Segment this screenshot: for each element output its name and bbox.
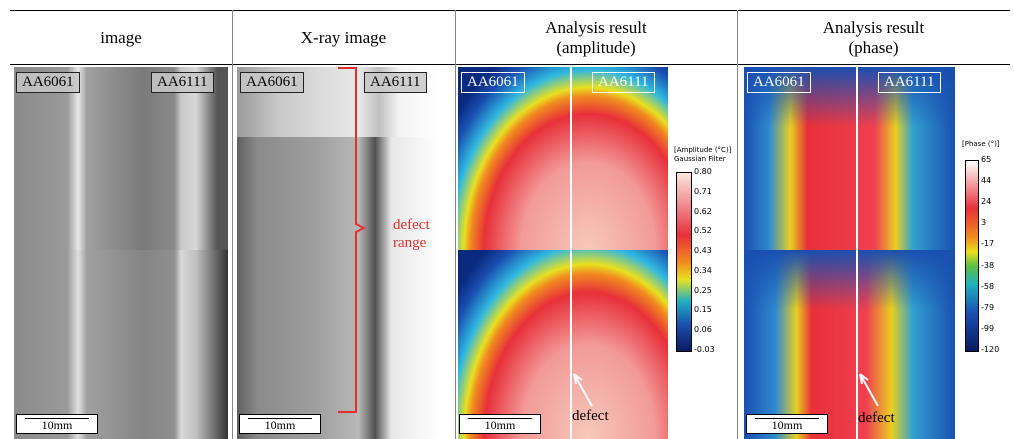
photo — [14, 250, 228, 439]
label: AA6061 — [240, 72, 304, 93]
colorbar-tick: 0.34 — [694, 266, 712, 275]
colorbar-title-line: [Phase (°)] — [962, 140, 1000, 149]
photo — [14, 67, 228, 250]
colorbar-tick: 0.15 — [694, 305, 712, 314]
colorbar — [965, 160, 979, 352]
amplitude-map — [458, 250, 668, 439]
colorbar-tick: -58 — [981, 282, 994, 291]
arrow — [856, 370, 896, 410]
amplitude-map — [458, 67, 668, 250]
scale-bar: 10mm — [459, 414, 541, 434]
colorbar-tick: 0.71 — [694, 187, 712, 196]
scale-bar: 10mm — [746, 414, 828, 434]
divider — [737, 10, 738, 439]
bracket — [336, 66, 376, 416]
arrow — [570, 370, 610, 410]
colorbar-tick: -99 — [981, 324, 994, 333]
header-cell: Analysis result(amplitude) — [455, 10, 737, 65]
header-cell: X-ray image — [232, 10, 455, 65]
colorbar-tick: 0.06 — [694, 325, 712, 334]
divider — [455, 10, 456, 439]
header-cell: image — [10, 10, 232, 65]
header-text: (amplitude) — [556, 38, 635, 58]
colorbar-tick: -38 — [981, 261, 994, 270]
colorbar-tick: -79 — [981, 303, 994, 312]
header-text: Analysis result — [823, 18, 925, 38]
annotation: defect — [858, 410, 895, 427]
colorbar-tick: -120 — [981, 345, 999, 354]
scale-bar: 10mm — [16, 414, 98, 434]
annotation-line: defect — [393, 216, 430, 234]
colorbar-tick: 0.62 — [694, 207, 712, 216]
colorbar-tick: 24 — [981, 197, 991, 206]
header-text: (phase) — [848, 38, 898, 58]
colorbar-tick: -0.03 — [694, 345, 715, 354]
colorbar-tick: -17 — [981, 239, 994, 248]
annotation: defect — [572, 408, 609, 425]
colorbar-title: [Amplitude (°C)]Gaussian Filter — [674, 146, 731, 164]
colorbar-tick: 0.43 — [694, 246, 712, 255]
colorbar-tick: 44 — [981, 176, 991, 185]
colorbar-tick: 3 — [981, 218, 986, 227]
annotation-line: range — [393, 234, 430, 252]
header-text: image — [100, 28, 142, 48]
page: image X-ray image Analysis result(amplit… — [0, 0, 1014, 439]
label: AA6111 — [151, 72, 214, 93]
phase-shade — [744, 250, 955, 310]
header-cell: Analysis result(phase) — [737, 10, 1010, 65]
scale-bar: 10mm — [239, 414, 321, 434]
divider — [232, 10, 233, 439]
label: AA6111 — [592, 72, 655, 93]
colorbar-tick: 0.25 — [694, 286, 712, 295]
label: AA6111 — [878, 72, 941, 93]
colorbar — [676, 172, 692, 352]
colorbar-tick: 0.52 — [694, 226, 712, 235]
label: AA6061 — [461, 72, 525, 93]
colorbar-title-line: Gaussian Filter — [674, 155, 731, 164]
colorbar-tick: 65 — [981, 155, 991, 164]
header-text: Analysis result — [545, 18, 647, 38]
colorbar-tick: 0.80 — [694, 167, 712, 176]
header-text: X-ray image — [301, 28, 386, 48]
label: AA6061 — [16, 72, 80, 93]
label: AA6061 — [747, 72, 811, 93]
colorbar-title: [Phase (°)] — [962, 140, 1000, 149]
colorbar-title-line: [Amplitude (°C)] — [674, 146, 731, 155]
